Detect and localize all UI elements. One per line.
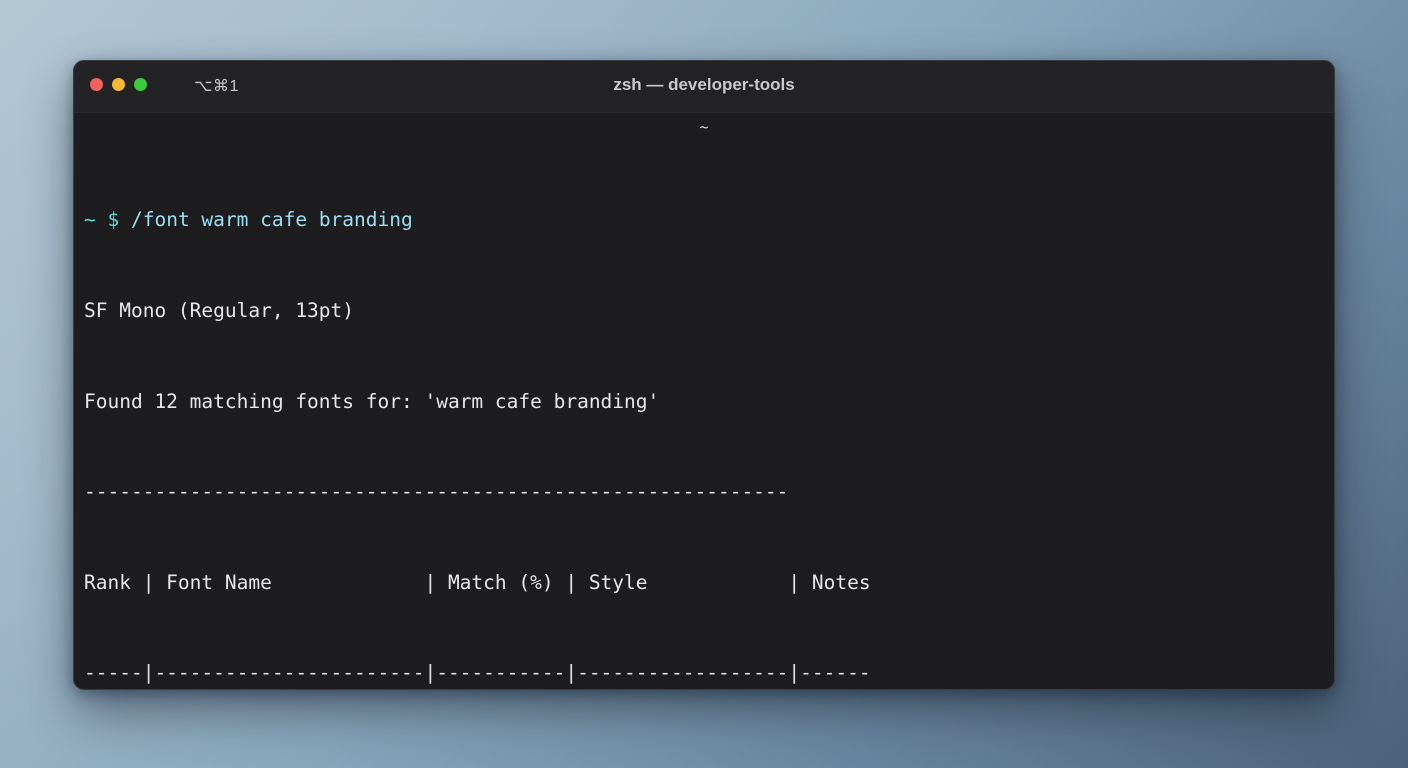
window-subtitle-path: ~ [699, 118, 709, 136]
close-button[interactable] [90, 78, 103, 91]
top-rule: ----------------------------------------… [84, 480, 789, 504]
zoom-button[interactable] [134, 78, 147, 91]
terminal-window[interactable]: ⌥⌘1 zsh — developer-tools ~ ~ $ /font wa… [73, 60, 1335, 690]
traffic-lights [90, 78, 147, 91]
title-bar[interactable]: ⌥⌘1 zsh — developer-tools [74, 61, 1334, 113]
font-info-line: SF Mono (Regular, 13pt) [84, 299, 355, 322]
terminal-output[interactable]: ~ $ /font warm cafe branding SF Mono (Re… [74, 113, 1334, 689]
table-divider-row: -----|-----------------------|----------… [84, 661, 871, 685]
window-title: zsh — developer-tools [613, 75, 795, 94]
command-text: /font warm cafe branding [130, 208, 413, 232]
keyboard-shortcut-label: ⌥⌘1 [194, 78, 239, 95]
found-results-line: Found 12 matching fonts for: 'warm cafe … [84, 389, 660, 413]
table-header-row: Rank | Font Name | Match (%) | Style | N… [84, 570, 871, 594]
command-line: ~ $ /font warm cafe branding [84, 205, 1334, 235]
minimize-button[interactable] [112, 78, 125, 91]
prompt-label: ~ $ [84, 208, 120, 232]
